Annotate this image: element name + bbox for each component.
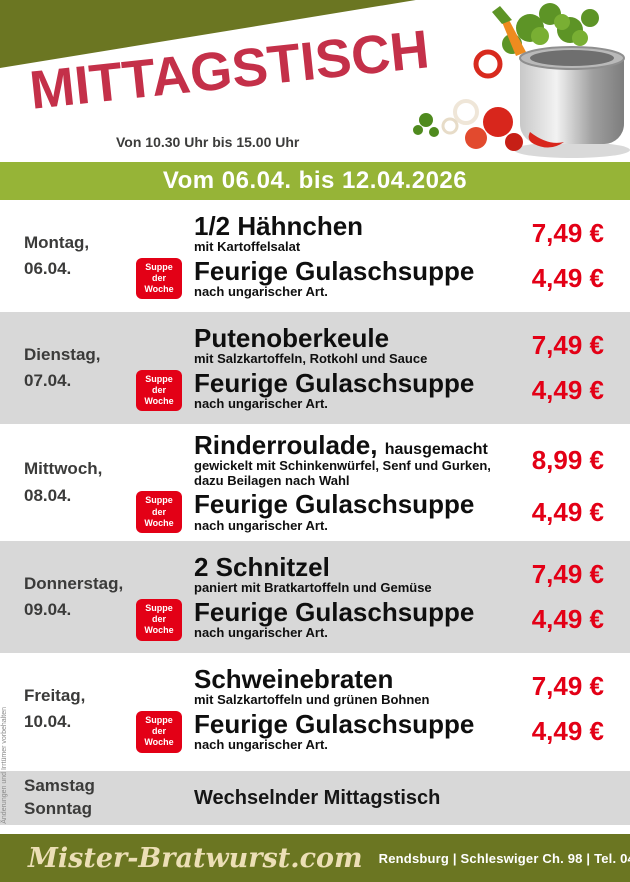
chili-icon [528, 132, 564, 148]
menu-item: Putenoberkeule mit Salzkartoffeln, Rotko… [136, 322, 604, 367]
day-label: Donnerstag, 09.04. [24, 571, 136, 624]
dish-subtitle: mit Salzkartoffeln und grünen Bohnen [194, 692, 430, 708]
soup-of-week-badge: Suppe der Woche [136, 369, 182, 412]
day-name: Samstag [24, 776, 95, 796]
week-banner: Vom 06.04. bis 12.04.2026 [0, 162, 630, 200]
brand-logo-text: Mister-Bratwurst.com [28, 842, 363, 874]
menu-item-soup: Suppe der Woche Feurige Gulaschsuppe nac… [136, 367, 604, 412]
day-name: Sonntag [24, 799, 92, 819]
dish-price: 7,49 € [531, 559, 604, 590]
dish-title-suffix: hausgemacht [384, 441, 488, 458]
menu-item-soup: Suppe der Woche Feurige Gulaschsuppe nac… [136, 255, 604, 300]
day-row-montag: Montag, 06.04. 1/2 Hähnchen mit Kartoffe… [0, 200, 630, 312]
dish-subtitle: nach ungarischer Art. [194, 395, 328, 411]
menu-item-soup: Suppe der Woche Feurige Gulaschsuppe nac… [136, 596, 604, 641]
dish-price: 4,49 € [531, 262, 604, 293]
pepper-slice-icon [473, 49, 503, 79]
dish-price: 7,49 € [531, 671, 604, 702]
dish-title: 2 Schnitzel [194, 551, 330, 582]
soup-of-week-badge: Suppe der Woche [136, 257, 182, 300]
day-row-mittwoch: Mittwoch, 08.04. Rinderroulade, hausgema… [0, 424, 630, 542]
menu-item-soup: Suppe der Woche Feurige Gulaschsuppe nac… [136, 489, 604, 534]
header: MITTAGSTISCH Von 10.30 Uhr bis 15.00 Uhr [0, 0, 630, 162]
menu-item: 2 Schnitzel paniert mit Bratkartoffeln u… [136, 551, 604, 596]
tomato-icon [483, 107, 513, 137]
day-date: 07.04. [24, 371, 72, 390]
weekend-label: Samstag Sonntag [24, 775, 136, 821]
dish-subtitle: nach ungarischer Art. [194, 737, 328, 753]
dish-price: 8,99 € [531, 444, 604, 475]
weekend-row: Samstag Sonntag Wechselnder Mittagstisch [0, 771, 630, 826]
day-label: Dienstag, 07.04. [24, 342, 136, 395]
menu-item: Schweinebraten mit Salzkartoffeln und gr… [136, 663, 604, 708]
day-name: Freitag, [24, 685, 86, 705]
day-date: 09.04. [24, 600, 72, 620]
dish-subtitle: mit Salzkartoffeln, Rotkohl und Sauce [194, 350, 428, 366]
dish-title: 1/2 Hähnchen [194, 210, 364, 241]
cooking-pot-icon [520, 58, 624, 144]
soup-of-week-badge: Suppe der Woche [136, 598, 182, 641]
dish-price: 4,49 € [531, 716, 604, 747]
day-label: Freitag, 10.04. [24, 683, 136, 736]
dish-subtitle: nach ungarischer Art. [194, 517, 328, 533]
dish-subtitle: nach ungarischer Art. [194, 283, 328, 299]
menu-item: 1/2 Hähnchen mit Kartoffelsalat 7,49 € [136, 210, 604, 255]
dish-subtitle: mit Kartoffelsalat [194, 238, 301, 254]
dish-subtitle: gewickelt mit Schinkenwürfel, Senf und G… [194, 458, 491, 488]
dish-price: 7,49 € [531, 218, 604, 249]
day-name: Montag, [24, 232, 90, 252]
day-row-donnerstag: Donnerstag, 09.04. 2 Schnitzel paniert m… [0, 541, 630, 654]
dish-title: Feurige Gulaschsuppe [194, 489, 475, 520]
day-name: Mittwoch, [24, 459, 103, 479]
day-date: 08.04. [24, 485, 72, 505]
vegetables-pot-illustration [413, 3, 630, 158]
dish-title: Feurige Gulaschsuppe [194, 255, 475, 286]
dish-title: Feurige Gulaschsuppe [194, 367, 475, 398]
disclaimer-note: Änderungen und Irrtümer vorbehalten [1, 707, 8, 824]
dish-title: Feurige Gulaschsuppe [194, 708, 475, 739]
onion-ring-icon [453, 99, 479, 125]
day-name: Donnerstag, [24, 573, 124, 593]
dish-price: 4,49 € [531, 374, 604, 405]
dish-subtitle: paniert mit Bratkartoffeln und Gemüse [194, 580, 432, 596]
weekend-dish: Wechselnder Mittagstisch [194, 786, 441, 809]
day-name: Dienstag, [24, 344, 101, 364]
day-row-dienstag: Dienstag, 07.04. Putenoberkeule mit Salz… [0, 312, 630, 424]
dish-title: Rinderroulade, hausgemacht [194, 430, 488, 460]
opening-hours: Von 10.30 Uhr bis 15.00 Uhr [116, 134, 300, 150]
footer: Mister-Bratwurst.com Rendsburg | Schlesw… [0, 834, 630, 882]
menu-item-soup: Suppe der Woche Feurige Gulaschsuppe nac… [136, 708, 604, 753]
dish-subtitle: nach ungarischer Art. [194, 625, 328, 641]
carrot-icon [502, 18, 526, 56]
soup-of-week-badge: Suppe der Woche [136, 710, 182, 753]
dish-title: Putenoberkeule [194, 322, 390, 353]
day-date: 06.04. [24, 259, 72, 278]
dish-price: 4,49 € [531, 604, 604, 635]
day-label: Mittwoch, 08.04. [24, 456, 136, 509]
day-row-freitag: Freitag, 10.04. Schweinebraten mit Salzk… [0, 653, 630, 766]
week-range: Vom 06.04. bis 12.04.2026 [162, 167, 468, 194]
soup-of-week-badge: Suppe der Woche [136, 491, 182, 534]
menu-item: Rinderroulade, hausgemacht gewickelt mit… [136, 430, 604, 488]
day-date: 10.04. [24, 712, 72, 732]
day-label: Montag, 06.04. [24, 230, 136, 283]
contact-info: Rendsburg | Schleswiger Ch. 98 | Tel. 04… [378, 850, 630, 866]
dish-title: Schweinebraten [194, 663, 394, 694]
dish-price: 4,49 € [531, 496, 604, 527]
dish-price: 7,49 € [531, 330, 604, 361]
dish-title: Feurige Gulaschsuppe [194, 596, 475, 627]
